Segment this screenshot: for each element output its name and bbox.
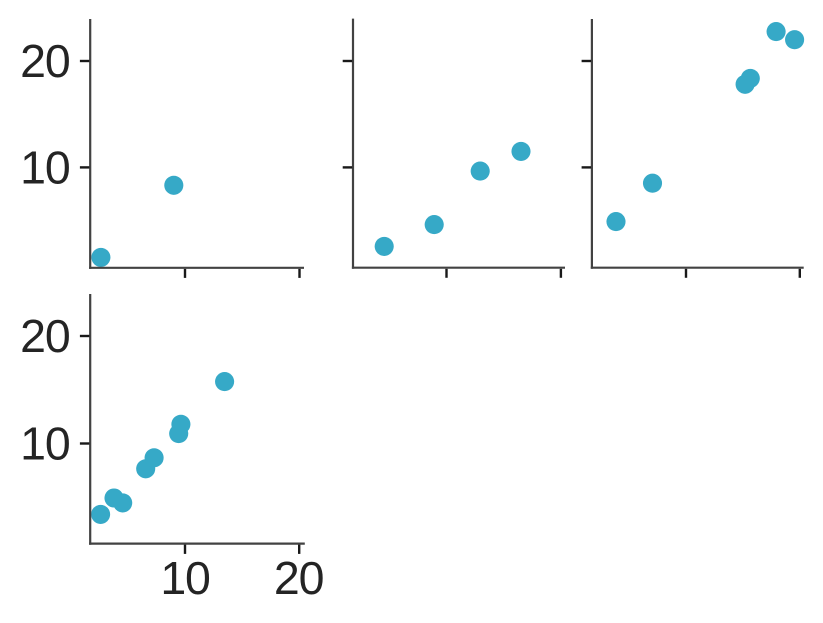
svg-text:20: 20: [20, 35, 70, 87]
svg-text:10: 10: [20, 417, 70, 469]
svg-text:10: 10: [160, 552, 210, 604]
svg-text:20: 20: [274, 552, 324, 604]
svg-text:10: 10: [20, 141, 70, 193]
svg-text:20: 20: [20, 310, 70, 362]
